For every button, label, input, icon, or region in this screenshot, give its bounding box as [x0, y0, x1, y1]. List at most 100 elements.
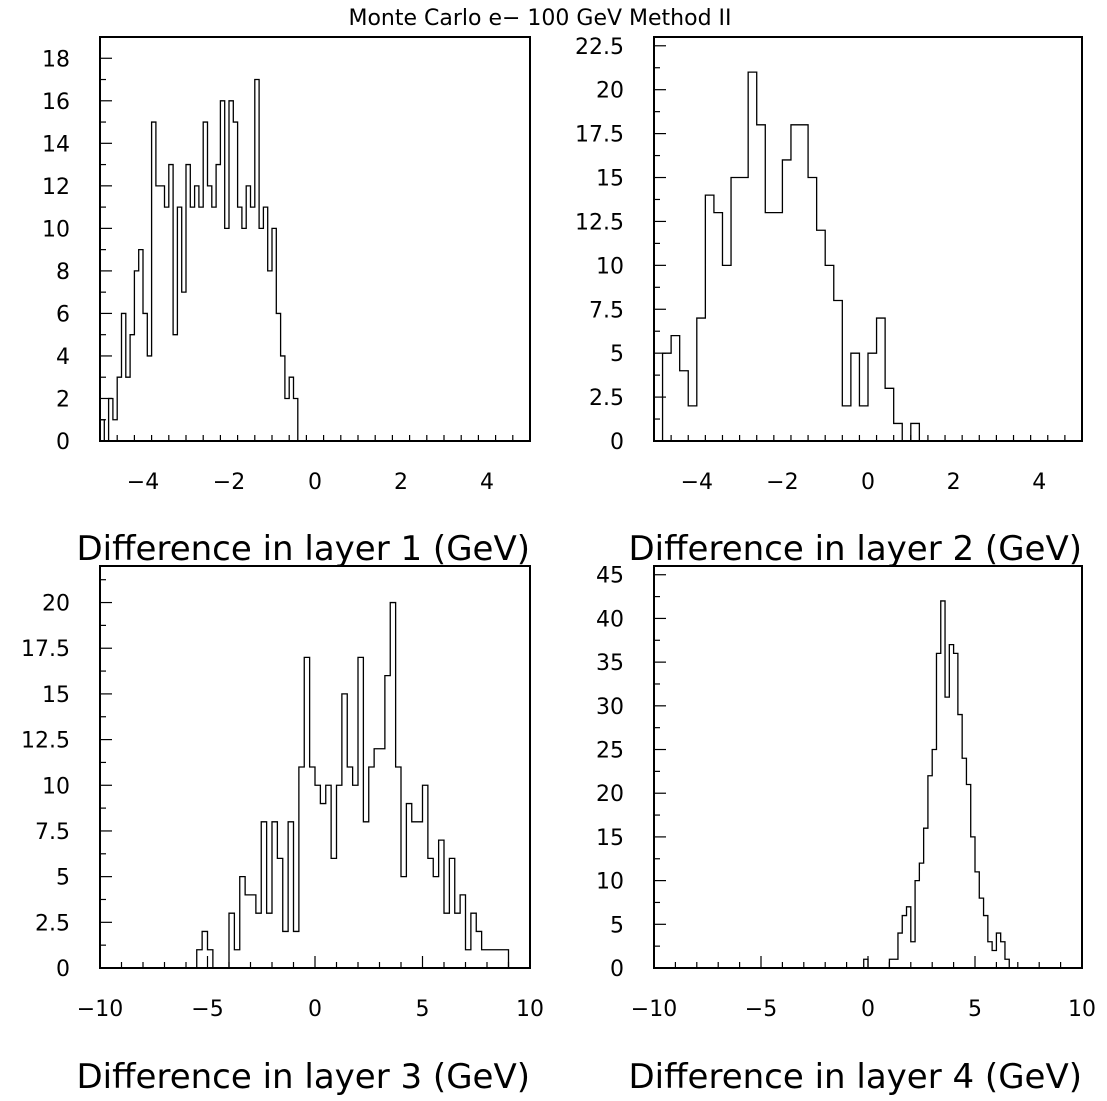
histogram-bin — [782, 160, 791, 441]
y-tick-label: 0 — [56, 430, 70, 455]
histogram-bin — [476, 931, 481, 968]
histogram-bin — [406, 804, 411, 968]
histogram-bin — [160, 186, 164, 441]
histogram-panel-layer-3: −10 −5 0 5 10 0 2.5 5 7.5 10 12.5 15 17.5 20 Differenc… — [21, 565, 544, 1097]
histogram-bin — [288, 822, 293, 968]
histogram-bin — [147, 356, 151, 441]
x-tick-label: 10 — [1068, 997, 1096, 1022]
y-tick-label: 2 — [56, 387, 70, 412]
y-tick-label: 40 — [596, 607, 624, 632]
histogram-bin — [126, 377, 130, 441]
histogram-bin — [225, 228, 229, 441]
x-tick-label: −4 — [127, 470, 159, 495]
histogram-bin — [380, 749, 385, 968]
y-tick-label: 2.5 — [35, 911, 70, 936]
histogram-bin — [267, 913, 272, 968]
histogram-bin — [834, 300, 843, 441]
histogram-bin — [310, 767, 315, 968]
y-tick-label: 5 — [610, 342, 624, 367]
x-tick-label: −10 — [631, 997, 677, 1022]
y-tick-label: 5 — [56, 866, 70, 891]
histogram-bin — [315, 785, 320, 968]
plot-frame — [99, 36, 531, 442]
histogram-bin — [449, 858, 454, 968]
x-tick-label: 5 — [416, 997, 430, 1022]
histogram-bin — [455, 913, 460, 968]
histogram-series-line — [654, 600, 1082, 969]
histogram-bin — [251, 207, 255, 441]
histogram-bin — [195, 186, 199, 441]
histogram-bin — [412, 822, 417, 968]
x-tick-label: 0 — [861, 997, 875, 1022]
histogram-bin — [851, 353, 860, 441]
y-tick-label: 15 — [596, 167, 624, 192]
histogram-bin — [285, 398, 289, 441]
histogram-bin — [245, 895, 250, 968]
histogram-bin — [842, 406, 851, 441]
histogram-bin — [428, 858, 433, 968]
x-tick-label: 4 — [480, 470, 494, 495]
histogram-bin — [268, 271, 272, 441]
histogram-bin — [385, 676, 390, 968]
histogram-bin — [234, 950, 239, 968]
histogram-bin — [482, 950, 487, 968]
x-axis-label: Difference in layer 2 (GeV) — [629, 529, 1083, 569]
y-tick-label: 30 — [596, 695, 624, 720]
histogram-bin — [156, 186, 160, 441]
y-tick-label: 7.5 — [589, 298, 624, 323]
x-tick-label: −4 — [681, 470, 713, 495]
plot-frame — [653, 565, 1083, 969]
y-tick-label: 35 — [596, 651, 624, 676]
x-tick-label: 2 — [947, 470, 961, 495]
histogram-bin — [229, 913, 234, 968]
histogram-bin — [774, 213, 783, 441]
histogram-bin — [238, 207, 242, 441]
histogram-bin — [212, 207, 216, 441]
histogram-bin — [731, 178, 740, 441]
x-axis-label: Difference in layer 3 (GeV) — [77, 1057, 531, 1097]
y-tick-label: 12 — [42, 175, 70, 200]
histogram-bin — [251, 895, 256, 968]
histogram-bin — [911, 423, 920, 441]
histogram-bin — [503, 950, 508, 968]
histogram-bin — [374, 749, 379, 968]
y-tick-label: 17.5 — [21, 637, 70, 662]
histogram-bin — [202, 931, 207, 968]
histogram-bin — [859, 406, 868, 441]
histogram-bin — [714, 213, 723, 441]
histogram-bin — [945, 697, 949, 968]
histogram-bin — [460, 895, 465, 968]
histogram-bin — [498, 950, 503, 968]
x-tick-label: 10 — [516, 997, 544, 1022]
x-tick-label: 0 — [308, 997, 322, 1022]
x-tick-label: 4 — [1032, 470, 1046, 495]
y-tick-label: 20 — [42, 592, 70, 617]
histogram-bin — [466, 950, 471, 968]
y-tick-label: 10 — [42, 217, 70, 242]
histogram-bin — [423, 785, 428, 968]
histogram-series-line — [99, 78, 530, 442]
y-tick-label: 5 — [610, 913, 624, 938]
histogram-bin — [199, 207, 203, 441]
histogram-bin — [326, 785, 331, 968]
histogram-bin — [748, 72, 757, 441]
x-tick-label: −5 — [745, 997, 777, 1022]
y-tick-label: 12.5 — [21, 729, 70, 754]
histogram-bin — [331, 858, 336, 968]
histogram-bin — [740, 178, 749, 441]
y-tick-label: 7.5 — [35, 820, 70, 845]
y-tick-label: 4 — [56, 345, 70, 370]
x-axis-label: Difference in layer 1 (GeV) — [77, 529, 531, 569]
y-tick-label: 25 — [596, 739, 624, 764]
y-tick-label: 15 — [596, 826, 624, 851]
histogram-bin — [894, 423, 903, 441]
y-tick-label: 10 — [596, 254, 624, 279]
figure-title: Monte Carlo e− 100 GeV Method II — [348, 6, 731, 31]
histogram-bin — [401, 877, 406, 968]
histogram-bin — [825, 265, 834, 441]
y-tick-label: 17.5 — [575, 123, 624, 148]
histogram-bin — [992, 951, 996, 968]
histogram-bin — [722, 265, 731, 441]
y-tick-label: 0 — [610, 957, 624, 982]
histogram-bin — [885, 388, 894, 441]
